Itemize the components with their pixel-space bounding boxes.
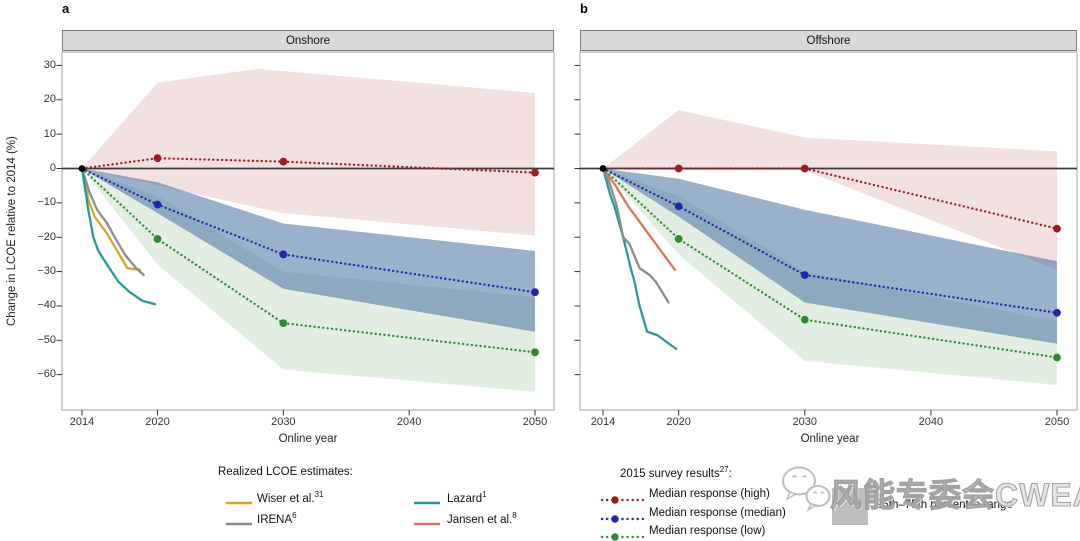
panel-b-header: Offshore — [580, 30, 1077, 51]
median-marker — [279, 250, 288, 259]
legend-item-median-low: Median response (low) — [649, 525, 766, 537]
panel-a-title: Onshore — [285, 34, 331, 47]
percentile-range-label: 25th–75th percentile range — [876, 499, 1013, 511]
median-marker — [531, 348, 539, 357]
legend-swatch-lazard — [413, 494, 441, 512]
band — [82, 68, 535, 236]
legend-swatch-median-low — [600, 529, 646, 541]
band — [82, 168, 535, 332]
y-axis-title: Change in LCOE relative to 2014 (%) — [6, 136, 18, 326]
median-marker — [1053, 308, 1061, 317]
percentile-range-swatch — [832, 488, 868, 525]
y-tick-label: 20 — [43, 93, 56, 106]
realized-line — [601, 167, 670, 304]
x-tick-label: 2020 — [145, 416, 170, 428]
x-tick-label: 2050 — [1044, 416, 1070, 428]
median-marker — [800, 164, 809, 173]
panel-a-label: a — [62, 1, 70, 16]
y-tick-label: −20 — [37, 230, 56, 243]
x-tick-label: 2040 — [396, 416, 422, 428]
median-marker — [800, 271, 809, 279]
realized-line — [601, 167, 677, 272]
x-axis-title-onshore: Online year — [278, 433, 338, 445]
median-marker — [674, 164, 683, 173]
y-tick-label: −40 — [37, 299, 56, 312]
legend-realized-title: Realized LCOE estimates: — [218, 466, 353, 478]
x-tick-label: 2030 — [792, 416, 817, 428]
x-axis-title-offshore: Online year — [800, 433, 860, 445]
panel-b-title: Offshore — [806, 34, 851, 47]
median-marker — [800, 315, 809, 324]
median-marker — [674, 202, 683, 211]
band — [603, 110, 1057, 270]
median-marker — [279, 319, 288, 328]
realized-line — [80, 167, 157, 306]
realized-line — [601, 167, 678, 351]
y-tick-label: 30 — [43, 58, 56, 71]
x-tick-label: 2030 — [271, 416, 296, 428]
realized-line — [80, 167, 145, 277]
watermark: 风能专委会CWEA — [780, 462, 1080, 522]
panel-offshore — [574, 51, 1078, 416]
median-line — [601, 167, 1059, 359]
x-tick-label: 2020 — [666, 416, 691, 428]
median-line — [601, 167, 1059, 314]
legend-item-median-high: Median response (high) — [649, 488, 770, 500]
legend-item-wiser: Wiser et al.31 — [257, 490, 324, 505]
panel-a-header: Onshore — [62, 30, 554, 51]
y-tick-label: 0 — [49, 162, 56, 174]
chart-canvas — [56, 51, 1078, 416]
legend-swatch-wiser — [225, 494, 253, 512]
panel-b-label: b — [580, 1, 588, 16]
y-tick-label: −10 — [37, 196, 56, 209]
realized-line — [80, 167, 142, 272]
y-tick-label: −30 — [37, 265, 56, 278]
wechat-logo-icon — [782, 466, 831, 513]
legend-item-lazard: Lazard1 — [447, 490, 487, 505]
median-marker — [531, 288, 539, 297]
panel-onshore — [56, 51, 555, 416]
median-marker — [279, 157, 288, 166]
median-marker — [153, 235, 162, 243]
legend-swatch-median-median — [600, 511, 646, 529]
median-marker — [153, 200, 162, 209]
legend-item-median-median: Median response (median) — [649, 507, 786, 519]
legend-survey-title: 2015 survey results27: — [620, 465, 732, 480]
median-marker — [531, 168, 539, 177]
start-marker — [78, 165, 86, 172]
x-tick-label: 2014 — [590, 416, 616, 428]
legend-swatch-irena — [225, 515, 253, 533]
x-tick-label: 2014 — [69, 416, 95, 428]
median-marker — [1053, 224, 1061, 233]
median-marker — [674, 235, 683, 243]
x-tick-label: 2040 — [918, 416, 944, 428]
legend-item-irena: IRENA6 — [257, 511, 297, 526]
x-tick-label: 2050 — [522, 416, 548, 428]
legend-item-jansen: Jansen et al.8 — [447, 511, 517, 526]
y-tick-label: −50 — [37, 333, 56, 346]
y-tick-label: −60 — [37, 368, 56, 381]
y-tick-label: 10 — [43, 127, 56, 140]
band — [603, 168, 1057, 344]
legend-swatch-jansen — [413, 515, 441, 533]
median-marker — [153, 154, 162, 163]
start-marker — [599, 165, 607, 172]
median-marker — [1053, 353, 1061, 362]
legend-swatch-median-high — [600, 492, 646, 510]
